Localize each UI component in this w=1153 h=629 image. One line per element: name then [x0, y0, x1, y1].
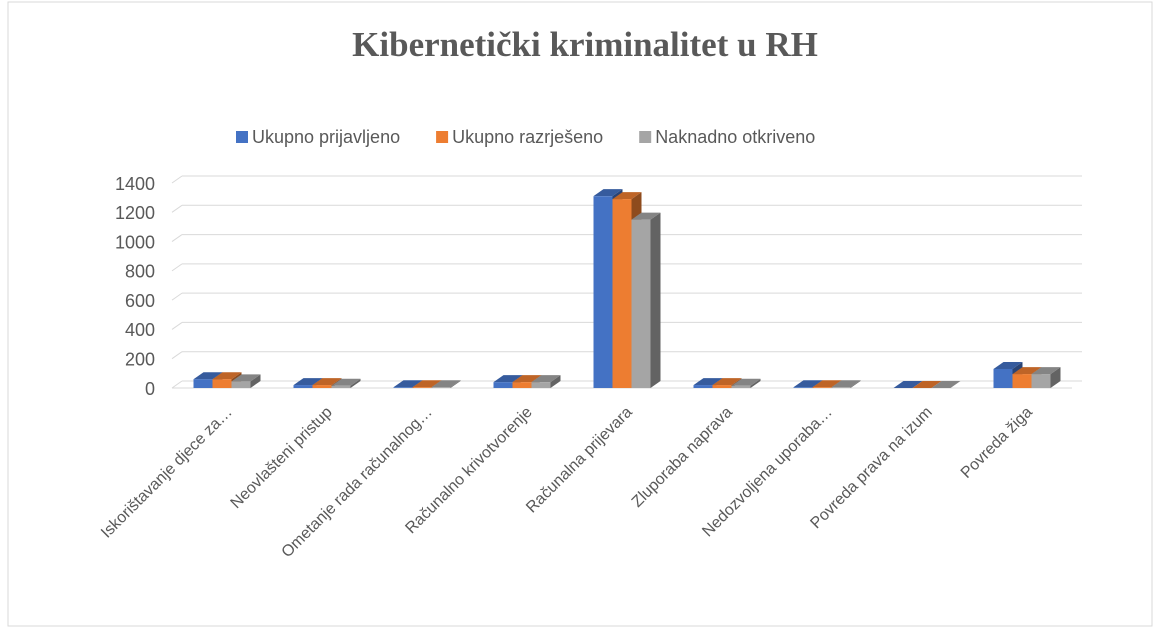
bar-top	[812, 380, 842, 388]
bar-top	[331, 378, 361, 386]
legend-label: Ukupno razrješeno	[452, 127, 603, 147]
bar-side	[1050, 367, 1061, 388]
bar-top	[193, 372, 223, 380]
x-tick-label: Neovlašteni pristup	[228, 404, 336, 512]
bar-top	[593, 189, 623, 197]
bar	[631, 219, 651, 388]
bar	[793, 387, 813, 388]
bar	[331, 385, 351, 388]
bar-side	[650, 212, 661, 388]
bar-top	[531, 375, 561, 383]
bar-top	[831, 380, 861, 388]
bar-side	[550, 375, 561, 388]
bar	[193, 379, 213, 388]
bar	[531, 382, 551, 388]
y-tick-label: 1000	[115, 232, 155, 252]
x-tick-label: Računalna prijevara	[523, 404, 636, 517]
grid-side	[171, 263, 183, 272]
bar-top	[393, 380, 423, 388]
chart-title: Kibernetički kriminalitet u RH	[352, 25, 818, 64]
bar-side	[450, 380, 461, 388]
bar-top	[931, 381, 961, 388]
bar	[231, 381, 251, 388]
bar	[512, 382, 532, 388]
bar-top	[312, 378, 342, 386]
bar	[612, 199, 632, 388]
bar-top	[912, 381, 942, 388]
legend-swatch	[639, 131, 652, 143]
bar	[412, 387, 432, 388]
bar	[712, 385, 732, 388]
grid-side	[171, 175, 183, 184]
bar	[812, 387, 832, 388]
grid-side	[171, 292, 183, 301]
y-tick-label: 0	[145, 379, 155, 399]
legend-swatch	[436, 131, 449, 143]
bar-top	[512, 375, 542, 383]
bar	[593, 196, 613, 388]
bar-side	[850, 380, 861, 388]
grid-side	[171, 380, 183, 389]
bar-top	[231, 374, 261, 382]
x-tick-label: Iskorištavanje djece za…	[98, 404, 236, 542]
y-tick-label: 400	[125, 320, 155, 340]
bar-top	[631, 212, 661, 220]
grid-side	[171, 351, 183, 360]
bar-top	[493, 375, 523, 383]
bar-top	[731, 378, 761, 386]
bar	[1012, 374, 1032, 388]
bar-side	[350, 378, 361, 388]
bar	[212, 379, 232, 388]
legend-label: Naknadno otkriveno	[655, 127, 815, 147]
grid-side	[171, 322, 183, 330]
bar-top	[793, 380, 823, 388]
bar-top	[1031, 367, 1061, 375]
bar-top	[431, 380, 461, 388]
y-tick-label: 800	[125, 262, 155, 282]
bar	[731, 385, 751, 388]
y-tick-label: 600	[125, 291, 155, 311]
bar-top	[1012, 367, 1042, 375]
bar	[393, 387, 413, 388]
bar	[1031, 374, 1051, 388]
legend-label: Ukupno prijavljeno	[252, 127, 400, 147]
bar	[431, 387, 451, 388]
bar-top	[212, 372, 242, 380]
bar	[312, 385, 332, 388]
bar	[993, 368, 1013, 388]
x-tick-label: Povreda žiga	[958, 404, 1036, 482]
bar	[493, 382, 513, 388]
bar-top	[893, 381, 923, 388]
grid-side	[171, 204, 183, 213]
bar	[693, 385, 713, 388]
y-tick-label: 200	[125, 349, 155, 369]
bar-top	[412, 380, 442, 388]
bar-side	[750, 378, 761, 388]
bar-top	[612, 192, 642, 200]
grid-side	[171, 234, 183, 242]
bar-top	[293, 378, 323, 386]
y-tick-label: 1200	[115, 203, 155, 223]
bar-top	[712, 378, 742, 386]
bar	[831, 387, 851, 388]
bar-side	[250, 374, 261, 388]
x-tick-label: Zluporaba naprava	[629, 404, 736, 511]
bar-top	[693, 378, 723, 386]
chart-border	[7, 1, 1153, 627]
bar	[293, 385, 313, 388]
y-tick-label: 1400	[115, 174, 155, 194]
legend-swatch	[236, 131, 248, 143]
bar-top	[993, 361, 1023, 369]
